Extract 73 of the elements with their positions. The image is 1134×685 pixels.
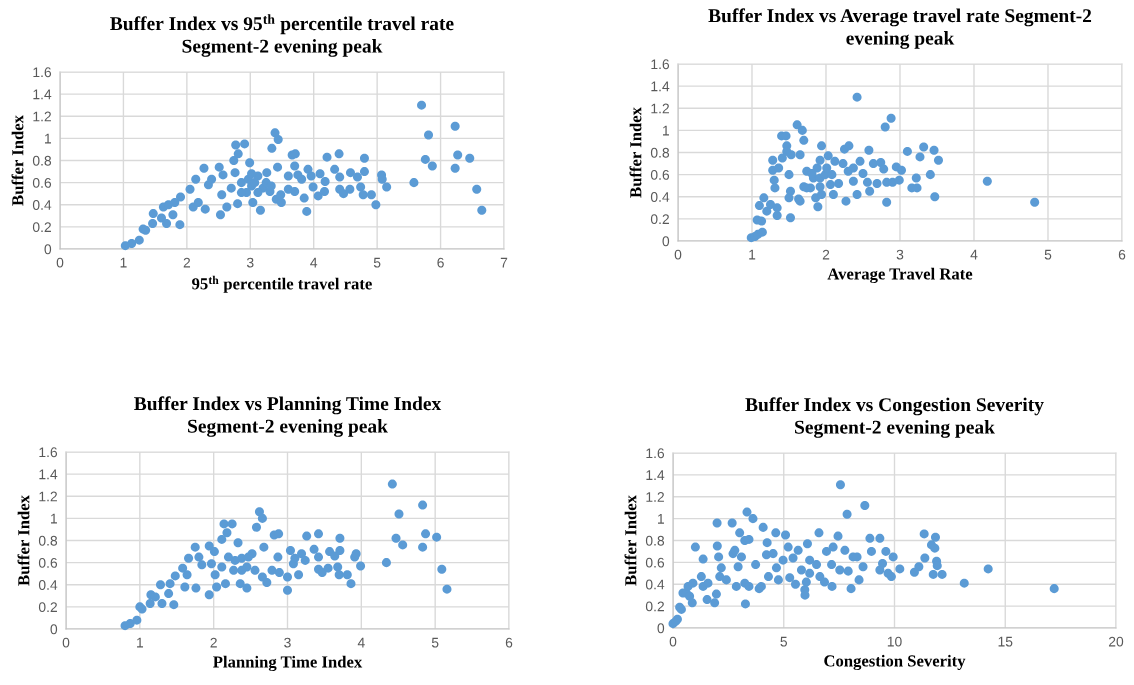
- x-tick-label: 4: [310, 257, 318, 268]
- x-tick-label: 5: [780, 636, 788, 647]
- y-tick-label: 0.8: [645, 535, 665, 546]
- y-tick-label: 1.4: [646, 470, 665, 480]
- y-tick-label: 0.6: [650, 169, 670, 180]
- y-tick-label: 0.4: [645, 579, 665, 590]
- y-tick-label: 1.2: [33, 111, 51, 122]
- y-tick-label: 0.4: [650, 192, 670, 202]
- y-axis-title: Buffer Index: [624, 495, 637, 586]
- y-tick-label: 0.2: [32, 222, 51, 233]
- x-tick-label: 1: [120, 257, 127, 268]
- x-tick-label: 1: [749, 249, 756, 260]
- y-axis-title: Buffer Index: [17, 495, 30, 586]
- chart-title: Buffer Index vs Planning Time Index Segment-2 evening peak: [134, 396, 442, 437]
- y-tick-label: 1.6: [39, 447, 58, 458]
- y-tick-label: 0.8: [650, 147, 670, 158]
- x-tick-label: 5: [373, 257, 381, 268]
- y-tick-label: 1.4: [39, 469, 58, 480]
- x-tick-label: 4: [357, 637, 365, 648]
- y-tick-label: 1.2: [651, 103, 669, 114]
- y-tick-label: 1: [51, 513, 57, 524]
- y-tick-label: 0: [662, 236, 670, 247]
- y-tick-label: 0.2: [38, 602, 57, 613]
- y-tick-label: 1.6: [33, 67, 52, 78]
- x-tick-label: 1: [137, 637, 144, 648]
- x-tick-label: 7: [500, 257, 508, 268]
- y-tick-label: 1.2: [39, 491, 57, 502]
- y-tick-label: 0.6: [38, 557, 58, 568]
- chart-title: Buffer Index vs Congestion Severity Segment-2 evening peak: [745, 397, 1044, 438]
- x-tick-label: 10: [887, 636, 902, 647]
- y-tick-label: 0.8: [32, 155, 52, 166]
- y-tick-label: 1.2: [646, 492, 664, 502]
- x-axis-title: Planning Time Index: [213, 655, 363, 672]
- x-tick-label: 3: [246, 257, 254, 268]
- y-tick-label: 0.4: [32, 200, 52, 210]
- y-axis-title: Buffer Index: [629, 107, 642, 198]
- x-tick-label: 5: [1044, 249, 1052, 260]
- x-axis-title: 95$^{th}$ percentile travel rate: [192, 275, 372, 293]
- chart-title: Buffer Index vs 95$^{th}$ percentile travel rate Segment-2 evening peak: [110, 14, 454, 57]
- x-tick-label: 3: [284, 637, 291, 648]
- x-tick-label: 2: [822, 249, 830, 260]
- y-tick-label: 1.4: [651, 81, 670, 92]
- x-tick-label: 15: [998, 636, 1013, 647]
- x-tick-label: 6: [437, 257, 444, 268]
- x-tick-label: 0: [669, 636, 677, 647]
- chart-title: Buffer Index vs Average travel rate Segment-2 evening peak: [708, 8, 1092, 49]
- x-tick-label: 2: [210, 637, 217, 648]
- y-tick-label: 0.4: [38, 580, 58, 590]
- x-tick-label: 3: [896, 249, 904, 260]
- x-tick-label: 5: [431, 637, 439, 648]
- y-tick-label: 0: [657, 623, 665, 634]
- x-tick-label: 4: [970, 249, 978, 260]
- y-tick-label: 0.2: [650, 214, 669, 225]
- y-tick-label: 1.6: [651, 59, 670, 70]
- x-tick-label: 20: [1108, 636, 1124, 647]
- y-tick-label: 1: [658, 514, 664, 524]
- y-tick-label: 0.6: [32, 177, 52, 188]
- x-axis-title: Average Travel Rate: [827, 267, 973, 284]
- y-tick-label: 0.6: [645, 557, 665, 568]
- x-tick-label: 6: [505, 637, 513, 648]
- y-axis-title: Buffer Index: [11, 115, 24, 206]
- x-tick-label: 0: [674, 249, 682, 260]
- x-axis-title: Congestion Severity: [824, 654, 966, 671]
- y-tick-label: 1: [663, 125, 669, 136]
- y-tick-label: 0: [50, 624, 58, 635]
- y-tick-label: 1: [45, 133, 51, 144]
- x-tick-label: 2: [183, 257, 191, 268]
- y-tick-label: 0.2: [645, 601, 664, 612]
- x-tick-label: 0: [62, 637, 70, 648]
- x-tick-label: 6: [1118, 249, 1126, 260]
- y-tick-label: 1.4: [33, 89, 52, 100]
- y-tick-label: 1.6: [646, 448, 665, 459]
- y-tick-label: 0.8: [38, 535, 58, 546]
